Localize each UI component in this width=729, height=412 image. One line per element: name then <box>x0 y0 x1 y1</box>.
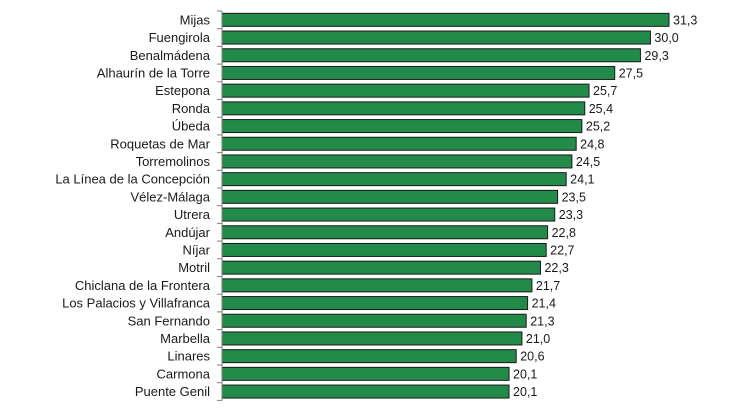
value-label: 29,3 <box>644 49 668 63</box>
category-label: Los Palacios y Villafranca <box>62 296 211 311</box>
category-label: Puente Genil <box>135 384 210 399</box>
bar-18 <box>221 313 527 328</box>
value-label: 24,5 <box>576 155 600 169</box>
bar-14 <box>221 242 547 257</box>
value-label: 25,7 <box>593 84 617 98</box>
bar-9 <box>221 154 573 169</box>
category-label: La Línea de la Concepción <box>55 172 210 187</box>
bar-12 <box>221 207 556 222</box>
bar-13 <box>221 225 549 240</box>
value-label: 20,6 <box>520 350 544 364</box>
category-label: Fuengirola <box>149 30 211 45</box>
value-label: 27,5 <box>619 66 643 80</box>
bar-6 <box>221 101 586 116</box>
category-label: Úbeda <box>172 119 211 134</box>
bar-10 <box>221 172 567 187</box>
category-label: Vélez-Málaga <box>131 189 211 204</box>
value-label: 23,5 <box>562 190 586 204</box>
category-label: Roquetas de Mar <box>110 136 210 151</box>
bar-11 <box>221 189 559 204</box>
bar-22 <box>221 384 510 399</box>
value-label: 22,7 <box>550 243 574 257</box>
bar-8 <box>221 136 577 151</box>
category-label: Linares <box>167 349 210 364</box>
category-label: Chiclana de la Frontera <box>75 278 211 293</box>
category-label: Motril <box>178 260 210 275</box>
bar-15 <box>221 260 541 275</box>
bars-group <box>221 12 670 399</box>
category-label: Torremolinos <box>136 154 211 169</box>
bar-17 <box>221 296 529 311</box>
bar-1 <box>221 12 670 27</box>
value-label: 31,3 <box>673 13 697 27</box>
value-label: 21,3 <box>530 314 554 328</box>
category-label: Andújar <box>165 225 210 240</box>
category-labels-group: Mijas Fuengirola Benalmádena Alhaurín de la… <box>55 12 210 399</box>
value-labels-group: 31,3 30,0 29,327,525,7 25,4 25,2 24,8 24,5 24,1… <box>513 13 697 399</box>
value-label: 21,0 <box>526 332 550 346</box>
axis-group <box>217 10 223 401</box>
value-label: 22,3 <box>544 261 568 275</box>
category-label: Benalmádena <box>130 48 211 63</box>
value-label: 30,0 <box>654 31 678 45</box>
value-label: 21,7 <box>536 279 560 293</box>
bar-20 <box>221 349 517 364</box>
category-label: Marbella <box>160 331 211 346</box>
value-label: 24,1 <box>570 173 594 187</box>
bar-3 <box>221 48 641 63</box>
value-label: 20,1 <box>513 367 537 381</box>
category-label: Ronda <box>172 101 211 116</box>
bar-5 <box>221 83 590 98</box>
value-label: 22,8 <box>552 226 576 240</box>
value-label: 25,4 <box>589 102 613 116</box>
bar-19 <box>221 331 523 346</box>
value-label: 24,8 <box>580 137 604 151</box>
category-label: Estepona <box>155 83 211 98</box>
value-label: 25,2 <box>586 120 610 134</box>
category-label: Níjar <box>183 242 211 257</box>
bar-2 <box>221 30 651 45</box>
category-label: Mijas <box>180 12 211 27</box>
category-label: San Fernando <box>128 313 210 328</box>
value-label: 21,4 <box>532 297 556 311</box>
value-label: 20,1 <box>513 385 537 399</box>
bar-7 <box>221 119 583 134</box>
category-label: Alhaurín de la Torre <box>97 65 210 80</box>
bar-21 <box>221 366 510 381</box>
category-label: Carmona <box>157 366 211 381</box>
bar-4 <box>221 65 616 80</box>
bar-16 <box>221 278 533 293</box>
value-label: 23,3 <box>559 208 583 222</box>
category-label: Utrera <box>174 207 211 222</box>
